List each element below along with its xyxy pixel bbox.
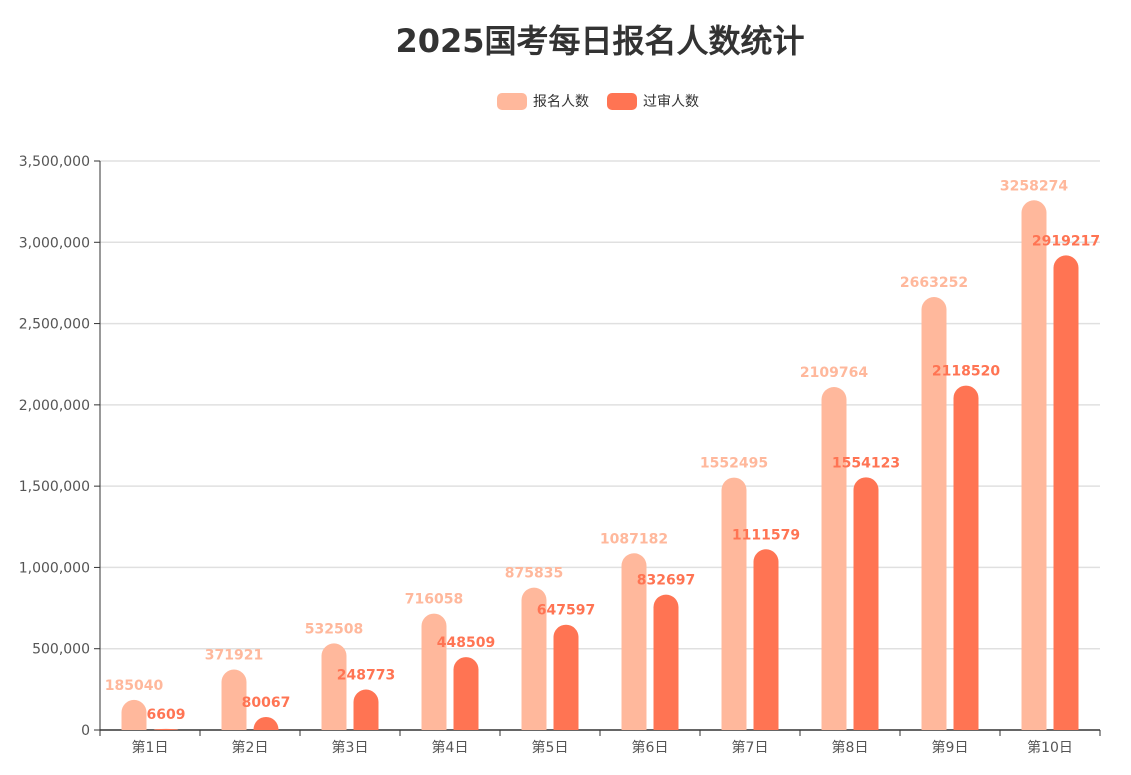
bar-approved <box>653 594 679 730</box>
bar-approved <box>753 549 779 730</box>
bar-applicants <box>221 669 247 730</box>
data-label: 185040 <box>105 678 164 694</box>
bar-applicants <box>521 587 547 730</box>
bar-applicants <box>421 613 447 730</box>
bar-approved <box>453 657 479 730</box>
bar-approved <box>153 728 179 730</box>
data-label: 248773 <box>337 668 395 684</box>
bar-applicants <box>321 643 347 730</box>
data-label: 448509 <box>437 635 495 651</box>
bar-applicants <box>1021 200 1047 730</box>
data-label: 1111579 <box>732 527 800 543</box>
x-tick-label: 第4日 <box>432 739 469 756</box>
x-tick-label: 第7日 <box>732 739 769 756</box>
bar-approved <box>553 624 579 730</box>
data-label: 1554123 <box>832 455 900 471</box>
bar-approved <box>1053 255 1079 730</box>
x-tick-label: 第6日 <box>632 739 669 756</box>
x-tick-label: 第9日 <box>932 739 969 756</box>
y-tick-label: 1,000,000 <box>19 560 90 576</box>
data-label: 1552495 <box>700 456 768 472</box>
x-tick-label: 第8日 <box>832 739 869 756</box>
chart-title: 2025国考每日报名人数统计 <box>395 22 805 60</box>
bar-applicants <box>821 387 847 730</box>
bar-applicants <box>121 699 147 730</box>
y-tick-label: 0 <box>81 723 90 739</box>
data-label: 716058 <box>405 592 463 608</box>
data-label: 832697 <box>637 573 695 589</box>
data-label: 371921 <box>205 648 263 664</box>
y-tick-label: 3,000,000 <box>19 235 90 251</box>
data-label: 532508 <box>305 621 363 637</box>
legend-swatch <box>497 93 527 110</box>
data-label: 2109764 <box>800 365 868 381</box>
y-tick-label: 2,500,000 <box>19 317 90 333</box>
data-label: 2919217 <box>1032 233 1100 249</box>
data-label: 3258274 <box>1000 178 1068 194</box>
data-label: 875835 <box>505 566 563 582</box>
legend-swatch <box>607 93 637 110</box>
bar-approved <box>253 716 279 730</box>
x-tick-label: 第1日 <box>132 739 169 756</box>
bar-applicants <box>921 297 947 730</box>
y-tick-label: 3,500,000 <box>19 154 90 170</box>
bar-approved <box>853 477 879 730</box>
bar-approved <box>953 385 979 730</box>
data-label: 80067 <box>242 695 291 711</box>
bar-applicants <box>721 477 747 730</box>
data-label: 6609 <box>147 707 186 723</box>
data-label: 2118520 <box>932 364 1000 380</box>
legend-label: 过审人数 <box>643 94 699 110</box>
y-tick-label: 2,000,000 <box>19 398 90 414</box>
bar-approved <box>353 689 379 730</box>
bar-applicants <box>621 553 647 730</box>
y-tick-label: 1,500,000 <box>19 479 90 495</box>
x-tick-label: 第2日 <box>232 739 269 756</box>
data-label: 647597 <box>537 603 595 619</box>
x-tick-label: 第5日 <box>532 739 569 756</box>
legend-label: 报名人数 <box>533 94 589 110</box>
x-tick-label: 第10日 <box>1027 739 1073 756</box>
x-tick-label: 第3日 <box>332 739 369 756</box>
data-label: 2663252 <box>900 275 968 291</box>
data-label: 1087182 <box>600 531 668 547</box>
y-tick-label: 500,000 <box>32 642 90 658</box>
